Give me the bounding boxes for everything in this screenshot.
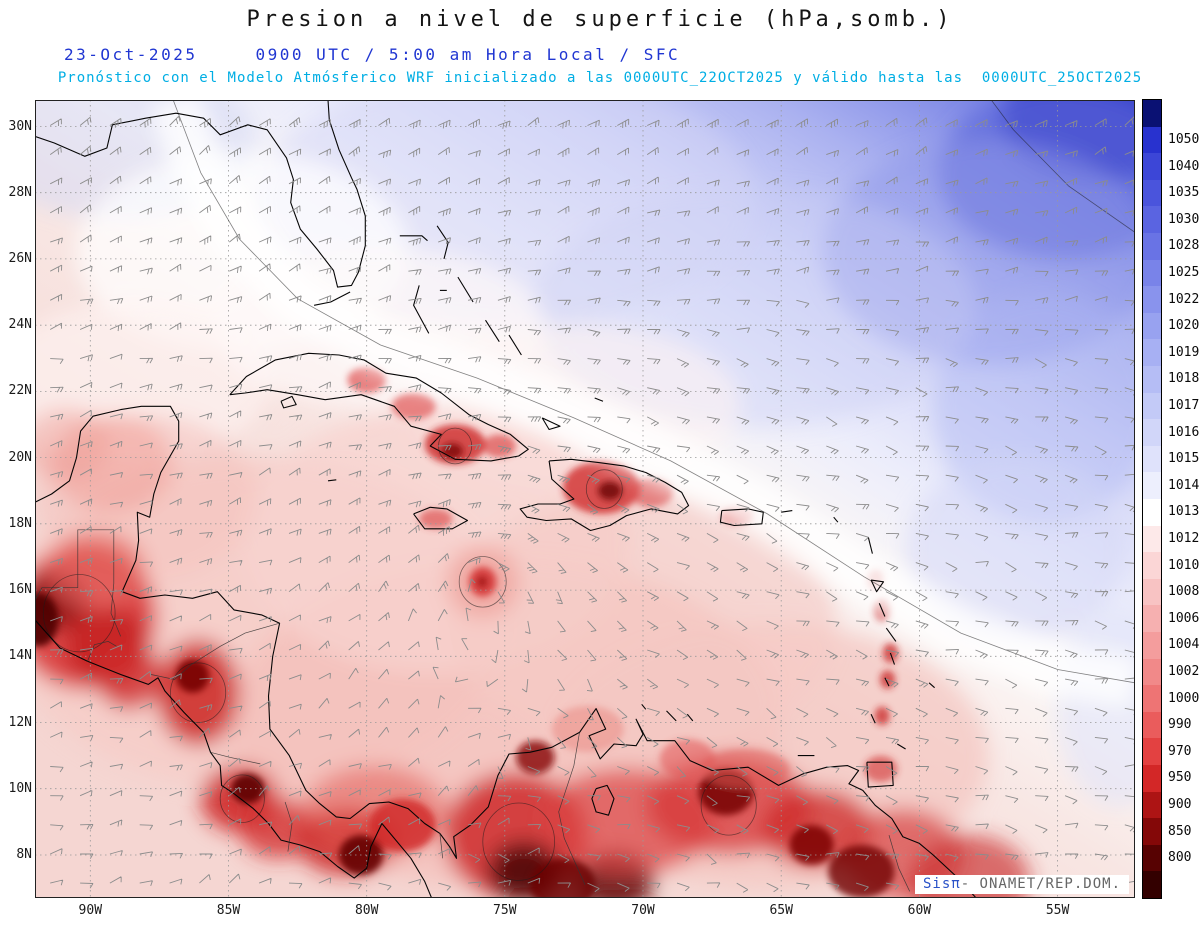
colorbar-tick-label: 970 bbox=[1168, 743, 1192, 759]
colorbar-swatch bbox=[1143, 472, 1161, 500]
colorbar-swatch bbox=[1143, 791, 1161, 819]
lon-tick-label: 55W bbox=[1045, 903, 1070, 918]
colorbar-tick-label: 1008 bbox=[1168, 584, 1200, 600]
colorbar-tick-label: 1017 bbox=[1168, 397, 1200, 413]
colorbar-swatch bbox=[1143, 126, 1161, 154]
forecast-time: 0900 UTC / 5:00 am Hora Local / SFC bbox=[255, 45, 681, 64]
colorbar-tick-label: 1025 bbox=[1168, 264, 1200, 280]
colorbar-tick-label: 1016 bbox=[1168, 424, 1200, 440]
graticule bbox=[35, 100, 1135, 898]
colorbar-tick-label: 800 bbox=[1168, 850, 1192, 866]
colorbar-tick-label: 1004 bbox=[1168, 637, 1200, 653]
colorbar-tick-label: 850 bbox=[1168, 823, 1192, 839]
colorbar-tick-label: 1028 bbox=[1168, 238, 1200, 254]
pressure-colorbar: 1050 1040 1035 1030 1028 1025 1022 1020 1019 1018… bbox=[1142, 99, 1200, 899]
colorbar-swatch bbox=[1143, 233, 1161, 261]
colorbar-tick-label: 1022 bbox=[1168, 291, 1200, 307]
lat-tick-label: 26N bbox=[8, 250, 32, 266]
colorbar-swatch bbox=[1143, 765, 1161, 793]
lat-tick-label: 30N bbox=[8, 118, 32, 134]
colorbar-swatch bbox=[1143, 366, 1161, 394]
colorbar-swatch bbox=[1143, 871, 1161, 899]
colorbar-frame bbox=[1142, 99, 1162, 899]
lat-tick-label: 10N bbox=[8, 780, 32, 796]
pressure-shading-detail bbox=[35, 366, 899, 898]
model-info: Pronóstico con el Modelo Atmósferico WRF… bbox=[57, 70, 1143, 86]
watermark-text: - ONAMET/REP.DOM. bbox=[960, 876, 1121, 892]
colorbar-swatch bbox=[1143, 685, 1161, 713]
colorbar-tick-label: 1010 bbox=[1168, 557, 1200, 573]
colorbar-tick-label: 1050 bbox=[1168, 131, 1200, 147]
lat-tick-label: 12N bbox=[8, 714, 32, 730]
colorbar-swatch bbox=[1143, 525, 1161, 553]
colorbar-swatch bbox=[1143, 818, 1161, 846]
colorbar-tick-label: 1012 bbox=[1168, 530, 1200, 546]
colorbar-tick-label: 1002 bbox=[1168, 663, 1200, 679]
colorbar-tick-label: 1030 bbox=[1168, 211, 1200, 227]
colorbar-swatch bbox=[1143, 419, 1161, 447]
lat-tick-label: 24N bbox=[8, 317, 32, 333]
colorbar-swatch bbox=[1143, 711, 1161, 739]
forecast-date: 23-Oct-2025 bbox=[64, 45, 198, 64]
lat-tick-label: 18N bbox=[8, 515, 32, 531]
colorbar-swatch bbox=[1143, 392, 1161, 420]
colorbar-tick-label: 1014 bbox=[1168, 477, 1200, 493]
watermark: Sisπ- ONAMET/REP.DOM. bbox=[914, 875, 1129, 894]
watermark-brand: Sisπ bbox=[922, 876, 961, 892]
lon-tick-label: 90W bbox=[78, 903, 103, 918]
lat-tick-label: 16N bbox=[8, 582, 32, 598]
colorbar-swatch bbox=[1143, 578, 1161, 606]
colorbar-swatch bbox=[1143, 552, 1161, 580]
colorbar-swatch bbox=[1143, 738, 1161, 766]
lon-tick-label: 70W bbox=[631, 903, 655, 918]
colorbar-tick-label: 1018 bbox=[1168, 371, 1200, 387]
map-canvas bbox=[35, 100, 1135, 898]
colorbar-tick-label: 1006 bbox=[1168, 610, 1200, 626]
colorbar-swatch bbox=[1143, 605, 1161, 633]
colorbar-swatch bbox=[1143, 658, 1161, 686]
lat-tick-label: 8N bbox=[16, 847, 32, 862]
colorbar-swatch bbox=[1143, 445, 1161, 473]
lat-tick-label: 22N bbox=[8, 383, 32, 399]
lat-tick-label: 14N bbox=[8, 648, 32, 664]
colorbar-swatch bbox=[1143, 339, 1161, 367]
isobar-contours bbox=[42, 100, 1135, 881]
lon-tick-label: 60W bbox=[907, 903, 932, 918]
page-title: Presion a nivel de superficie (hPa,somb.… bbox=[246, 7, 954, 32]
forecast-datetime: 23-Oct-2025 0900 UTC / 5:00 am Hora Local… bbox=[64, 45, 680, 64]
colorbar-swatch bbox=[1143, 206, 1161, 234]
lon-tick-label: 75W bbox=[493, 903, 517, 918]
colorbar-swatch bbox=[1143, 179, 1161, 207]
colorbar-swatch bbox=[1143, 259, 1161, 287]
colorbar-tick-label: 1015 bbox=[1168, 451, 1200, 467]
colorbar-swatch bbox=[1143, 100, 1161, 128]
colorbar-swatch bbox=[1143, 632, 1161, 660]
colorbar-swatch bbox=[1143, 844, 1161, 872]
lon-tick-label: 80W bbox=[354, 903, 379, 918]
colorbar-swatch bbox=[1143, 312, 1161, 340]
lon-tick-label: 65W bbox=[769, 903, 793, 918]
colorbar-tick-label: 900 bbox=[1168, 796, 1192, 812]
colorbar-tick-label: 990 bbox=[1168, 717, 1192, 733]
lat-tick-label: 20N bbox=[8, 449, 32, 465]
colorbar-tick-label: 1013 bbox=[1168, 504, 1200, 520]
wind-barbs bbox=[49, 115, 1135, 893]
colorbar-swatch bbox=[1143, 499, 1161, 527]
colorbar-tick-label: 1040 bbox=[1168, 158, 1200, 174]
colorbar-swatch bbox=[1143, 286, 1161, 314]
lat-tick-label: 28N bbox=[8, 184, 32, 200]
colorbar-tick-label: 1035 bbox=[1168, 185, 1200, 201]
colorbar-tick-label: 950 bbox=[1168, 770, 1192, 786]
lon-tick-label: 85W bbox=[216, 903, 241, 918]
colorbar-tick-label: 1019 bbox=[1168, 344, 1200, 360]
colorbar-tick-label: 1000 bbox=[1168, 690, 1200, 706]
map-frame bbox=[35, 100, 1135, 898]
colorbar-tick-label: 1020 bbox=[1168, 318, 1200, 334]
pressure-map: Sisπ- ONAMET/REP.DOM. bbox=[35, 100, 1135, 898]
colorbar-swatch bbox=[1143, 153, 1161, 181]
country-borders bbox=[35, 529, 911, 892]
